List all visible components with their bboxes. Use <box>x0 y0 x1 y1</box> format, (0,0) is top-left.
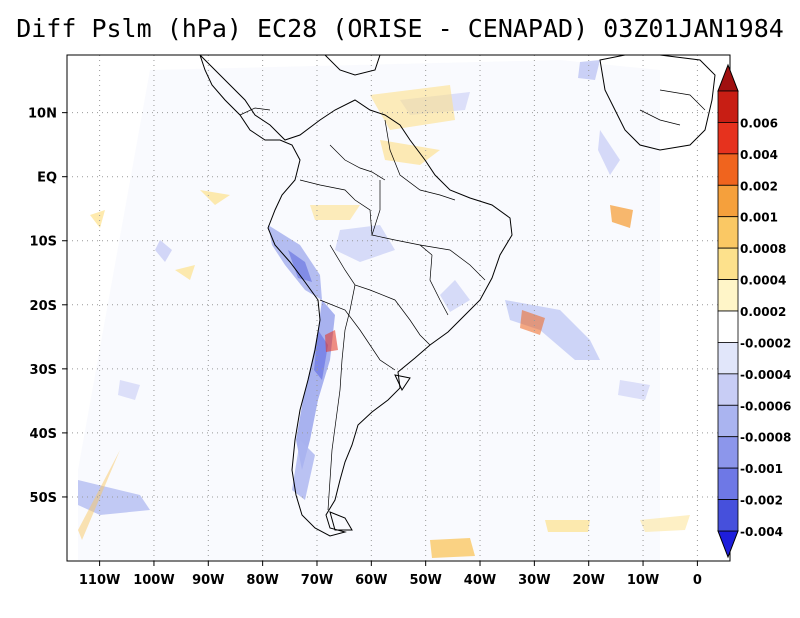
colorbar-swatch <box>717 310 739 343</box>
colorbar-swatch <box>717 153 739 186</box>
colorbar-label: 0.0002 <box>740 305 786 319</box>
colorbar: 0.006 0.004 0.002 0.001 0.0008 0.0004 0.0002 -0… <box>717 63 791 559</box>
lat-tick-label: EQ <box>37 171 57 186</box>
colorbar-swatch <box>717 499 739 532</box>
colorbar-swatch <box>717 216 739 249</box>
colorbar-label: 0.006 <box>740 116 778 130</box>
colorbar-swatch <box>717 436 739 469</box>
longitude-axis: 110W 100W 90W 80W 70W 60W 50W 40W 30W 20W 10W 0 <box>79 561 702 588</box>
lon-tick-label: 70W <box>301 573 333 588</box>
country-borders <box>239 89 706 511</box>
colorbar-label: -0.002 <box>740 494 783 508</box>
lon-tick-label: 110W <box>79 573 120 588</box>
colorbar-label: 0.004 <box>740 148 778 162</box>
colorbar-bottom-arrow <box>717 530 739 559</box>
lat-tick-label: 40S <box>30 427 57 442</box>
colorbar-label: -0.001 <box>740 462 783 476</box>
colorbar-label: -0.0008 <box>740 431 791 445</box>
lon-tick-label: 60W <box>355 573 387 588</box>
lon-tick-label: 90W <box>192 573 224 588</box>
colorbar-label: 0.002 <box>740 179 778 193</box>
colorbar-label: 0.0008 <box>740 242 786 256</box>
colorbar-label: -0.0002 <box>740 336 791 350</box>
lon-tick-label: 20W <box>572 573 604 588</box>
lat-tick-label: 10S <box>30 235 57 250</box>
colorbar-swatch <box>717 184 739 218</box>
lon-tick-label: 100W <box>133 573 174 588</box>
lon-tick-label: 0 <box>693 573 702 588</box>
lat-tick-label: 50S <box>30 491 57 506</box>
colorbar-swatch <box>717 373 739 406</box>
colorbar-swatch <box>717 342 739 375</box>
difference-field <box>78 60 690 560</box>
lon-tick-label: 80W <box>246 573 278 588</box>
lat-tick-label: 30S <box>30 363 57 378</box>
colorbar-label: -0.004 <box>740 525 783 539</box>
lat-tick-label: 20S <box>30 299 57 314</box>
lon-tick-label: 40W <box>464 573 496 588</box>
colorbar-label: 0.001 <box>740 211 778 225</box>
colorbar-top-arrow <box>717 63 739 92</box>
colorbar-swatch <box>717 122 739 155</box>
lon-tick-label: 30W <box>518 573 550 588</box>
lat-tick-label: 10N <box>28 107 57 122</box>
lon-tick-label: 50W <box>409 573 441 588</box>
graticule <box>67 55 730 561</box>
lon-tick-label: 10W <box>627 573 659 588</box>
colorbar-swatch <box>717 404 739 438</box>
colorbar-label: -0.0004 <box>740 368 791 382</box>
map-title: Diff Pslm (hPa) EC28 (ORISE - CENAPAD) 0… <box>16 14 784 43</box>
colorbar-swatch <box>717 90 739 123</box>
colorbar-label: 0.0004 <box>740 274 786 288</box>
colorbar-label: -0.0006 <box>740 399 791 413</box>
coastlines <box>199 55 716 537</box>
colorbar-swatch <box>717 279 739 312</box>
colorbar-swatch <box>717 467 739 500</box>
latitude-axis: 10N EQ 10S 20S 30S 40S 50S <box>28 107 67 506</box>
colorbar-swatch <box>717 247 739 280</box>
